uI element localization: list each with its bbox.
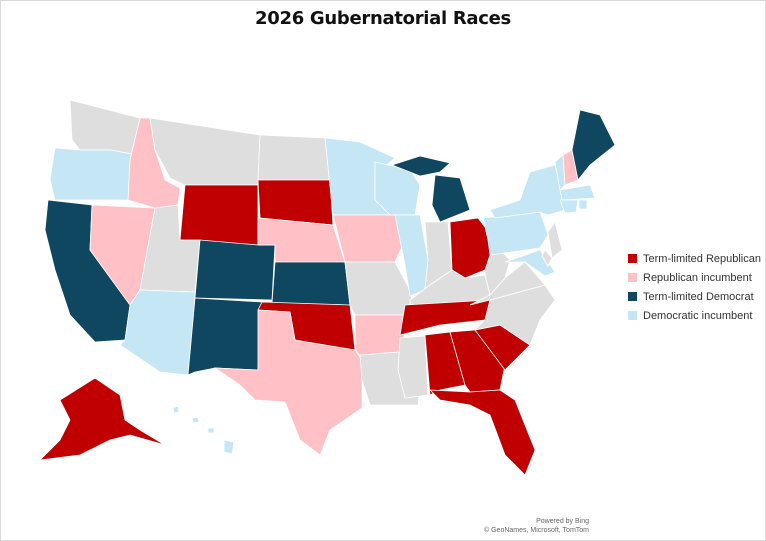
state-co[interactable] bbox=[194, 239, 276, 301]
state-wy[interactable] bbox=[179, 184, 259, 246]
state-shape bbox=[223, 439, 235, 455]
state-mt[interactable] bbox=[149, 117, 261, 186]
legend-swatch bbox=[628, 254, 637, 263]
state-hi[interactable] bbox=[172, 405, 235, 455]
state-shape bbox=[541, 249, 553, 267]
state-shape bbox=[559, 199, 579, 214]
state-shape bbox=[119, 289, 196, 376]
state-shape bbox=[257, 179, 334, 226]
map-title: 2026 Gubernatorial Races bbox=[255, 8, 511, 29]
state-or[interactable] bbox=[49, 147, 139, 201]
state-shape bbox=[578, 199, 588, 210]
state-nd[interactable] bbox=[257, 134, 331, 181]
state-pa[interactable] bbox=[482, 211, 549, 256]
state-ri[interactable] bbox=[578, 199, 588, 210]
legend: Term-limited Republican Republican incum… bbox=[628, 249, 761, 325]
state-ia[interactable] bbox=[332, 214, 406, 263]
state-shape bbox=[559, 184, 596, 201]
state-tx[interactable] bbox=[213, 309, 363, 456]
state-nm[interactable] bbox=[187, 297, 263, 376]
state-nj[interactable] bbox=[547, 221, 563, 259]
legend-label: Republican incumbent bbox=[643, 271, 752, 284]
state-shape bbox=[213, 309, 363, 456]
state-shape bbox=[489, 164, 566, 219]
state-ak[interactable] bbox=[38, 377, 166, 461]
state-fl[interactable] bbox=[428, 389, 536, 476]
state-shape bbox=[424, 331, 466, 396]
state-shape bbox=[187, 297, 263, 376]
state-tn[interactable] bbox=[399, 299, 491, 336]
state-shape bbox=[428, 389, 536, 476]
legend-item-republican-incumbent[interactable]: Republican incumbent bbox=[628, 268, 761, 287]
state-shape bbox=[207, 427, 215, 434]
state-shape bbox=[482, 211, 549, 256]
legend-label: Term-limited Republican bbox=[643, 252, 761, 265]
state-shape bbox=[397, 335, 429, 399]
legend-label: Term-limited Democrat bbox=[643, 290, 754, 303]
state-shape bbox=[172, 405, 180, 414]
state-shape bbox=[149, 117, 261, 186]
legend-item-democratic-incumbent[interactable]: Democratic incumbent bbox=[628, 306, 761, 325]
state-de[interactable] bbox=[541, 249, 553, 267]
powered-by: Powered by Bing bbox=[536, 518, 589, 525]
state-shape bbox=[191, 416, 200, 424]
map-attribution: Powered by Bing © GeoNames, Microsoft, T… bbox=[484, 517, 589, 535]
state-shape bbox=[49, 147, 139, 201]
state-shape bbox=[38, 377, 166, 461]
state-ma[interactable] bbox=[559, 184, 596, 201]
state-shape bbox=[390, 155, 451, 177]
state-al[interactable] bbox=[424, 331, 466, 396]
state-shape bbox=[257, 134, 331, 181]
legend-swatch bbox=[628, 273, 637, 282]
state-mi[interactable] bbox=[390, 155, 471, 223]
copyright: © GeoNames, Microsoft, TomTom bbox=[484, 527, 589, 534]
state-shape bbox=[69, 99, 141, 156]
legend-item-term-limited-democrat[interactable]: Term-limited Democrat bbox=[628, 287, 761, 306]
state-ks[interactable] bbox=[271, 261, 351, 306]
state-shape bbox=[179, 184, 259, 246]
state-shape bbox=[473, 284, 556, 346]
state-shape bbox=[399, 299, 491, 336]
state-sd[interactable] bbox=[257, 179, 334, 226]
legend-swatch bbox=[628, 311, 637, 320]
state-shape bbox=[547, 221, 563, 259]
legend-item-term-limited-republican[interactable]: Term-limited Republican bbox=[628, 249, 761, 268]
state-az[interactable] bbox=[119, 289, 196, 376]
state-me[interactable] bbox=[571, 109, 616, 181]
state-wa[interactable] bbox=[69, 99, 141, 156]
state-ct[interactable] bbox=[559, 199, 579, 214]
state-shape bbox=[271, 261, 351, 306]
state-shape bbox=[571, 109, 616, 181]
state-shape bbox=[332, 214, 406, 263]
state-ny[interactable] bbox=[489, 164, 566, 219]
state-shape bbox=[431, 174, 471, 223]
legend-swatch bbox=[628, 292, 637, 301]
state-ms[interactable] bbox=[397, 335, 429, 399]
state-nc[interactable] bbox=[473, 284, 556, 346]
legend-label: Democratic incumbent bbox=[643, 309, 753, 322]
state-shape bbox=[194, 239, 276, 301]
